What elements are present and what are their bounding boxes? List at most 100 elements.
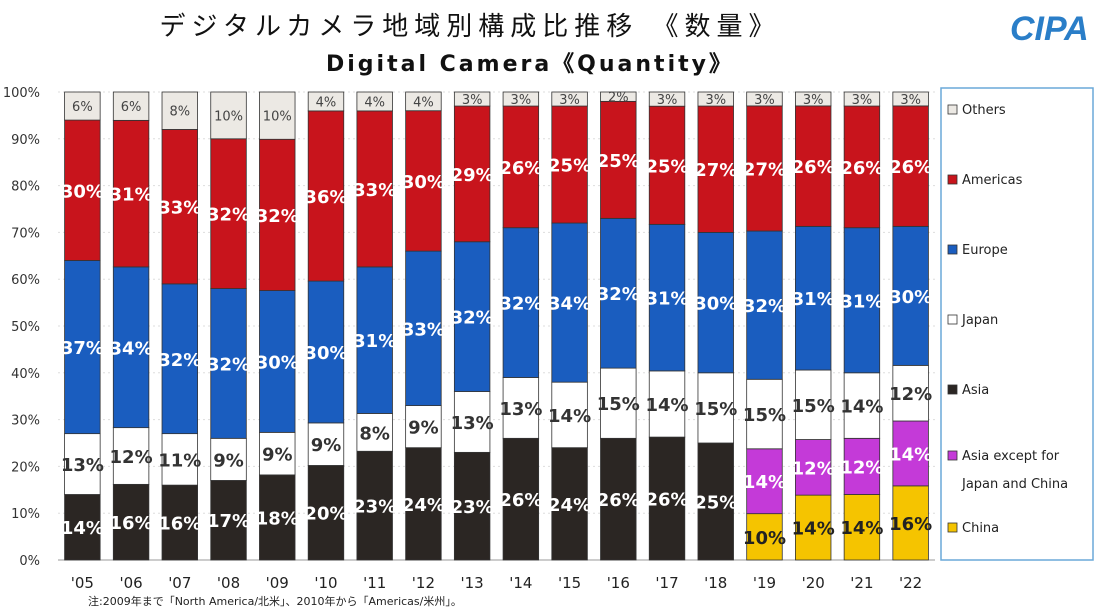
y-tick-label: 60% bbox=[11, 273, 40, 288]
data-label: 14% bbox=[792, 519, 835, 540]
data-label: 20% bbox=[304, 504, 347, 525]
y-tick-label: 20% bbox=[11, 460, 40, 475]
data-label: 3% bbox=[754, 93, 775, 108]
data-label: 16% bbox=[158, 514, 201, 535]
bar-segment bbox=[551, 381, 588, 449]
data-label: 9% bbox=[262, 445, 293, 466]
legend-label: Asia except for bbox=[962, 449, 1060, 464]
data-label: 9% bbox=[213, 450, 244, 471]
bar-segment bbox=[843, 372, 881, 439]
bar-segment bbox=[64, 119, 101, 261]
bar-segment bbox=[843, 494, 881, 561]
bar-segment bbox=[648, 105, 686, 225]
legend-swatch bbox=[947, 522, 958, 533]
data-label: 30% bbox=[694, 294, 737, 315]
bar-segment bbox=[405, 250, 442, 406]
bar-segment bbox=[112, 483, 150, 561]
data-label: 18% bbox=[256, 508, 299, 529]
bar-segment bbox=[356, 91, 393, 112]
data-label: 8% bbox=[359, 423, 390, 444]
data-label: 13% bbox=[451, 413, 494, 434]
data-label: 31% bbox=[792, 289, 835, 310]
data-label: 27% bbox=[743, 159, 786, 180]
bar-segment bbox=[405, 110, 442, 252]
data-label: 9% bbox=[408, 418, 439, 439]
x-tick-label: '20 bbox=[802, 574, 825, 592]
data-label: 34% bbox=[110, 338, 153, 359]
bar-segment bbox=[210, 480, 247, 561]
y-tick-label: 10% bbox=[11, 507, 40, 522]
y-tick-label: 90% bbox=[11, 133, 40, 148]
x-tick-label: '08 bbox=[217, 574, 240, 592]
cipa-logo: CIPA bbox=[1010, 10, 1089, 48]
data-label: 32% bbox=[451, 308, 494, 329]
data-label: 26% bbox=[645, 490, 688, 511]
bar-segment bbox=[64, 494, 101, 561]
bar-segment bbox=[259, 91, 296, 140]
data-label: 32% bbox=[207, 205, 250, 226]
data-label: 25% bbox=[694, 493, 737, 514]
x-tick-label: '22 bbox=[899, 574, 922, 592]
bar-segment bbox=[843, 437, 881, 495]
data-label: 32% bbox=[158, 350, 201, 371]
data-label: 12% bbox=[840, 457, 883, 478]
data-label: 10% bbox=[214, 109, 243, 124]
data-label: 16% bbox=[110, 513, 153, 534]
data-label: 32% bbox=[597, 284, 640, 305]
data-label: 26% bbox=[889, 157, 932, 178]
bar-segment bbox=[746, 105, 783, 232]
data-label: 3% bbox=[705, 93, 726, 108]
data-label: 14% bbox=[645, 395, 688, 416]
bar-segment bbox=[697, 442, 734, 561]
bar-segment bbox=[64, 433, 101, 495]
data-label: 14% bbox=[840, 397, 883, 418]
data-label: 13% bbox=[499, 399, 542, 420]
chart-subtitle: Digital Camera《Quantity》 bbox=[326, 52, 734, 77]
legend-swatch bbox=[947, 450, 958, 461]
data-label: 26% bbox=[840, 158, 883, 179]
data-label: 26% bbox=[597, 490, 640, 511]
data-label: 31% bbox=[353, 331, 396, 352]
bar-segment bbox=[648, 223, 686, 372]
y-tick-label: 100% bbox=[3, 86, 40, 101]
bar-segment bbox=[502, 91, 540, 107]
y-tick-label: 40% bbox=[11, 367, 40, 382]
data-label: 3% bbox=[657, 93, 678, 108]
legend-label: Japan and China bbox=[961, 477, 1068, 492]
data-label: 17% bbox=[207, 511, 250, 532]
bar-segment bbox=[259, 138, 296, 291]
data-label: 27% bbox=[694, 160, 737, 181]
x-tick-label: '07 bbox=[168, 574, 191, 592]
bar-segment bbox=[892, 420, 929, 487]
legend-label: Japan bbox=[961, 313, 998, 328]
bar-segment bbox=[405, 447, 442, 561]
bar-segment bbox=[161, 91, 198, 130]
data-label: 14% bbox=[840, 518, 883, 539]
data-label: 30% bbox=[61, 181, 104, 202]
data-label: 31% bbox=[840, 291, 883, 312]
data-label: 32% bbox=[499, 294, 542, 315]
bar-segment bbox=[551, 447, 588, 561]
data-label: 4% bbox=[316, 95, 337, 110]
x-tick-label: '10 bbox=[314, 574, 337, 592]
bar-segment bbox=[843, 227, 881, 374]
bar-segment bbox=[453, 91, 491, 107]
bar-segment bbox=[112, 266, 150, 429]
data-label: 34% bbox=[548, 294, 591, 315]
legend-label: Americas bbox=[962, 173, 1023, 188]
data-label: 14% bbox=[548, 406, 591, 427]
x-tick-label: '19 bbox=[753, 574, 776, 592]
bar-segment bbox=[502, 437, 540, 561]
x-tick-label: '17 bbox=[655, 574, 678, 592]
footnote: 注:2009年まで「North America/北米」、2010年から「Amer… bbox=[88, 595, 462, 608]
bar-segment bbox=[600, 91, 637, 102]
bar-segment bbox=[551, 91, 588, 107]
bar-segment bbox=[210, 138, 247, 289]
bar-segment bbox=[453, 451, 491, 561]
legend-label: Europe bbox=[962, 243, 1008, 258]
data-label: 2% bbox=[608, 91, 629, 106]
bar-segment bbox=[161, 129, 198, 285]
bar-segment bbox=[551, 105, 588, 224]
data-label: 31% bbox=[110, 185, 153, 206]
bar-segment bbox=[307, 91, 345, 112]
